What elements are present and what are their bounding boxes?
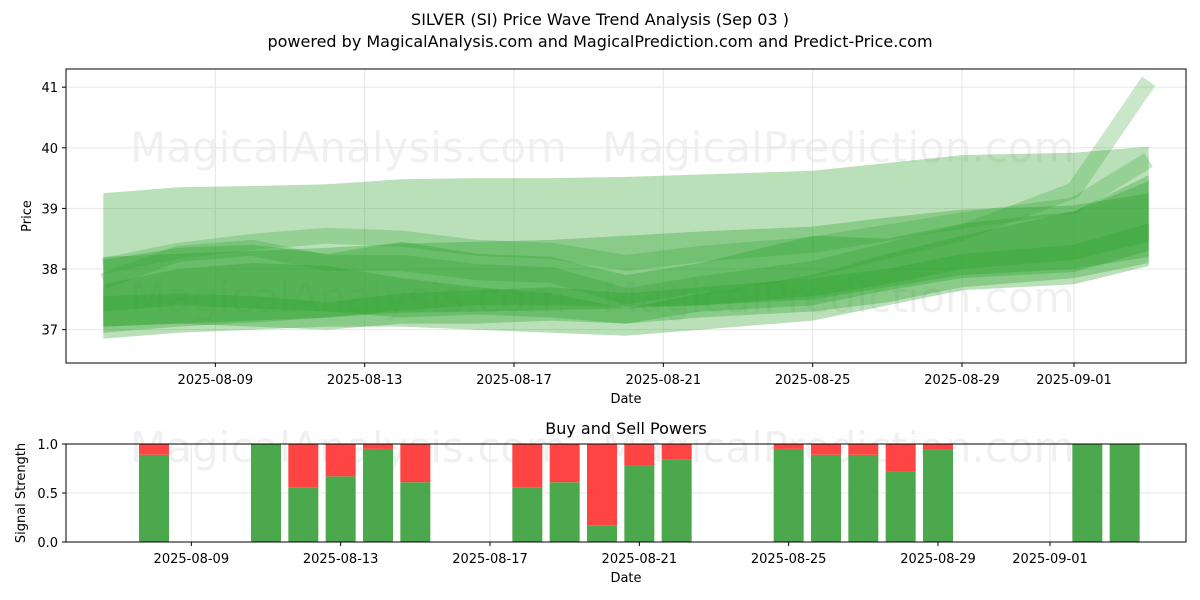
- price-band: [103, 193, 1149, 327]
- price-bands: [100, 76, 1156, 339]
- chart-subtitle: powered by MagicalAnalysis.com and Magic…: [267, 32, 933, 51]
- buy-bar: [512, 487, 543, 542]
- watermark-text: MagicalAnalysis.com: [130, 273, 567, 322]
- x-tick-label: 2025-09-01: [1036, 373, 1112, 388]
- price-wave-line: [100, 76, 1156, 305]
- y-tick-label: 0.0: [37, 536, 58, 551]
- buy-bar: [624, 465, 655, 542]
- x-tick-label: 2025-08-29: [924, 373, 1000, 388]
- x-axis-label: Date: [610, 571, 641, 586]
- price-band: [103, 175, 1149, 339]
- y-tick-label: 37: [41, 324, 58, 339]
- sell-bar: [139, 444, 169, 455]
- buy-bar: [251, 444, 281, 542]
- x-axis-label: Date: [610, 392, 641, 407]
- sell-bar: [773, 444, 804, 449]
- x-tick-label: 2025-08-21: [602, 552, 678, 567]
- buy-bar: [661, 459, 692, 542]
- sell-bar: [661, 444, 692, 460]
- price-band: [103, 223, 1149, 330]
- buy-bar: [325, 476, 356, 542]
- y-tick-label: 38: [41, 263, 58, 278]
- price-grid: [66, 69, 1186, 363]
- buy-bar: [400, 482, 431, 542]
- sell-bar: [624, 444, 655, 466]
- x-tick-label: 2025-08-09: [154, 552, 230, 567]
- sell-bar: [512, 444, 543, 488]
- chart-title: SILVER (SI) Price Wave Trend Analysis (S…: [411, 10, 789, 29]
- buy-bar: [1109, 444, 1140, 542]
- x-tick-label: 2025-08-21: [626, 373, 702, 388]
- x-tick-label: 2025-08-25: [751, 552, 827, 567]
- bar-chart-title: Buy and Sell Powers: [545, 419, 707, 438]
- price-band: [103, 181, 1149, 324]
- sell-bar: [923, 444, 953, 450]
- price-ticks: 37 38 39 40 41 2025-08-09 2025-08-13 2025-08-17…: [20, 81, 1112, 407]
- watermark-text: MagicalPrediction.com: [602, 273, 1075, 322]
- sell-bar: [587, 444, 617, 526]
- y-axis-label: Price: [20, 200, 35, 232]
- price-axes-frame: [65, 68, 1187, 364]
- y-axis-label: Signal Strength: [14, 443, 29, 543]
- signal-bars: [139, 444, 1140, 542]
- sell-bar: [363, 444, 393, 449]
- x-tick-label: 2025-08-13: [327, 373, 403, 388]
- x-tick-label: 2025-08-09: [178, 373, 254, 388]
- sell-bar: [288, 444, 319, 488]
- buy-bar: [1072, 444, 1103, 542]
- buy-bar: [587, 525, 617, 542]
- price-band: [103, 146, 1149, 333]
- buy-bar: [773, 448, 804, 542]
- y-tick-label: 41: [41, 81, 58, 96]
- y-tick-label: 39: [41, 202, 58, 217]
- x-tick-label: 2025-09-01: [1012, 552, 1088, 567]
- buy-bar: [139, 454, 169, 542]
- buy-bar: [848, 454, 879, 542]
- buy-bar: [923, 449, 953, 542]
- x-tick-label: 2025-08-29: [900, 552, 976, 567]
- sell-bar: [325, 444, 356, 477]
- x-tick-label: 2025-08-17: [476, 373, 552, 388]
- buy-bar: [885, 471, 916, 542]
- y-tick-label: 0.5: [37, 487, 58, 502]
- buy-bar: [549, 482, 580, 542]
- sell-bar: [848, 444, 879, 455]
- x-tick-label: 2025-08-13: [303, 552, 379, 567]
- sell-bar: [400, 444, 431, 483]
- signal-ticks: 0.0 0.5 1.0 2025-08-09 2025-08-13 2025-08-17 2…: [14, 438, 1088, 586]
- y-tick-label: 1.0: [37, 438, 58, 453]
- buy-bar: [288, 487, 319, 542]
- buy-bar: [363, 448, 393, 542]
- buy-bar: [811, 454, 841, 542]
- sell-bar: [885, 444, 916, 472]
- y-tick-label: 40: [41, 142, 58, 157]
- x-tick-label: 2025-08-17: [452, 552, 528, 567]
- price-wave-line: [101, 153, 1153, 274]
- x-tick-label: 2025-08-25: [775, 373, 851, 388]
- sell-bar: [811, 444, 841, 455]
- sell-bar: [549, 444, 580, 483]
